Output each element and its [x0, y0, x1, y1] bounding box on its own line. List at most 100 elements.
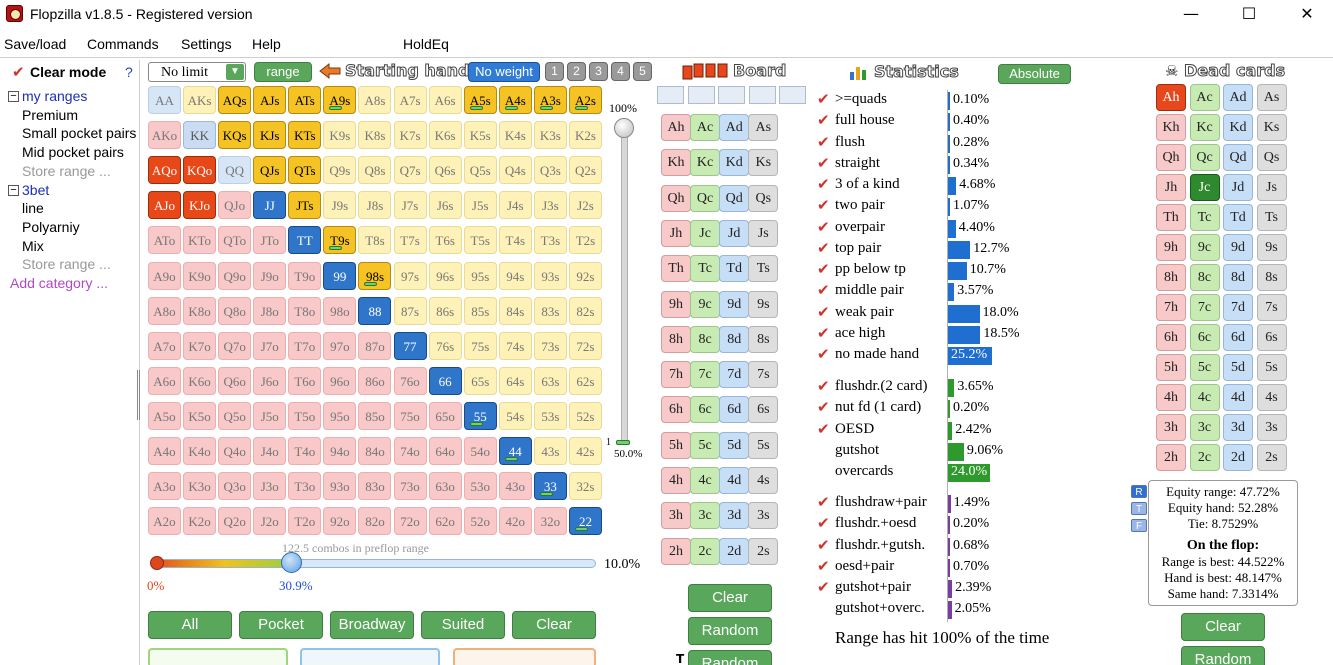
hand-cell-J7s[interactable]: J7s — [393, 191, 427, 220]
hand-cell-QQ[interactable]: QQ — [218, 156, 252, 185]
hand-cell-K2o[interactable]: K2o — [183, 507, 217, 536]
stat-row-ace-high[interactable]: ✔ ace high 18.5% — [817, 325, 1137, 345]
board-card-6s[interactable]: 6s — [748, 396, 779, 424]
hand-cell-54s[interactable]: 54s — [498, 401, 532, 430]
dead-card-3h[interactable]: 3h — [1156, 414, 1186, 441]
hand-cell-64s[interactable]: 64s — [498, 366, 532, 395]
broadway-button[interactable]: Broadway — [330, 611, 414, 639]
equity-mode-r[interactable]: R — [1131, 485, 1147, 498]
hand-cell-K8s[interactable]: K8s — [358, 121, 392, 150]
hand-cell-93o[interactable]: 93o — [323, 472, 357, 501]
dead-card-2c[interactable]: 2c — [1189, 444, 1220, 471]
dead-card-Ts[interactable]: Ts — [1256, 204, 1287, 231]
menu-save-load[interactable]: Save/load — [4, 36, 67, 52]
hand-cell-J2o[interactable]: J2o — [253, 507, 287, 536]
hand-cell-KTo[interactable]: KTo — [183, 226, 217, 255]
dead-card-8c[interactable]: 8c — [1189, 264, 1220, 291]
board-slot[interactable] — [718, 86, 745, 104]
dead-card-6d[interactable]: 6d — [1223, 324, 1253, 351]
limit-select[interactable]: No limit ▼ — [148, 62, 246, 82]
hand-cell-QJs[interactable]: QJs — [253, 156, 287, 185]
hand-cell-T6s[interactable]: T6s — [428, 226, 462, 255]
hand-cell-T9s[interactable]: T9s — [323, 226, 357, 255]
hand-cell-Q6o[interactable]: Q6o — [218, 366, 252, 395]
hand-cell-K5o[interactable]: K5o — [183, 401, 217, 430]
dead-card-Ac[interactable]: Ac — [1189, 84, 1220, 111]
dead-card-3s[interactable]: 3s — [1256, 414, 1287, 441]
hand-cell-A3s[interactable]: A3s — [533, 86, 567, 114]
maximize-button[interactable]: ☐ — [1241, 4, 1257, 23]
pocket-button[interactable]: Pocket — [239, 611, 323, 639]
board-card-7s[interactable]: 7s — [748, 361, 779, 389]
board-card-Qc[interactable]: Qc — [690, 184, 721, 212]
tree-item[interactable]: Store range ... — [22, 162, 111, 179]
hand-cell-Q5o[interactable]: Q5o — [218, 401, 252, 430]
hand-cell-AJs[interactable]: AJs — [253, 86, 287, 114]
hand-cell-88[interactable]: 88 — [358, 296, 392, 325]
stat-row-no-made-hand[interactable]: ✔ no made hand 25.2% — [817, 346, 1137, 366]
board-card-As[interactable]: As — [748, 114, 779, 141]
board-card-3c[interactable]: 3c — [690, 502, 721, 530]
check-icon[interactable]: ✔ — [817, 302, 830, 321]
check-icon[interactable]: ✔ — [817, 419, 830, 438]
hand-cell-J3o[interactable]: J3o — [253, 472, 287, 501]
hand-cell-KJs[interactable]: KJs — [253, 121, 287, 150]
hand-cell-Q6s[interactable]: Q6s — [428, 156, 462, 185]
hand-cell-62s[interactable]: 62s — [568, 366, 602, 395]
equity-mode-f[interactable]: F — [1131, 519, 1147, 532]
board-card-Qh[interactable]: Qh — [661, 184, 691, 212]
vertical-slider-thumb[interactable] — [614, 118, 634, 138]
hand-cell-86o[interactable]: 86o — [358, 366, 392, 395]
hand-cell-83s[interactable]: 83s — [533, 296, 567, 325]
stat-row-flushdr-gutsh-[interactable]: ✔ flushdr.+gutsh. 0.68% — [817, 537, 1137, 557]
all-button[interactable]: All — [148, 611, 232, 639]
hand-cell-55[interactable]: 55 — [463, 401, 497, 430]
board-slot[interactable] — [748, 86, 776, 104]
hand-cell-A4s[interactable]: A4s — [498, 86, 532, 114]
check-icon[interactable]: ✔ — [817, 196, 830, 215]
hand-cell-86s[interactable]: 86s — [428, 296, 462, 325]
hand-cell-43o[interactable]: 43o — [498, 472, 532, 501]
board-card-7c[interactable]: 7c — [690, 361, 721, 389]
hand-cell-Q2o[interactable]: Q2o — [218, 507, 252, 536]
board-random-button[interactable]: Random — [688, 617, 772, 645]
tree-item[interactable]: Premium — [22, 106, 79, 123]
board-card-8c[interactable]: 8c — [690, 325, 721, 353]
menu-help[interactable]: Help — [252, 36, 281, 52]
stat-row-flush[interactable]: ✔ flush 0.28% — [817, 134, 1137, 154]
dead-card-Jh[interactable]: Jh — [1156, 174, 1186, 201]
hand-cell-87s[interactable]: 87s — [393, 296, 427, 325]
check-icon[interactable]: ✔ — [817, 132, 830, 151]
stat-row-nut-fd-1-card-[interactable]: ✔ nut fd (1 card) 0.20% — [817, 399, 1137, 419]
hand-cell-42o[interactable]: 42o — [498, 507, 532, 536]
hand-cell-KTs[interactable]: KTs — [288, 121, 322, 150]
tree-item[interactable]: Add category ... — [10, 275, 109, 291]
hand-cell-AKo[interactable]: AKo — [148, 121, 181, 150]
board-card-Td[interactable]: Td — [719, 255, 750, 283]
hand-cell-K6o[interactable]: K6o — [183, 366, 217, 395]
board-card-5c[interactable]: 5c — [690, 431, 721, 459]
hand-cell-JJ[interactable]: JJ — [253, 191, 287, 220]
dead-card-Th[interactable]: Th — [1156, 204, 1186, 231]
stat-row-flushdr-2-card-[interactable]: ✔ flushdr.(2 card) 3.65% — [817, 378, 1137, 398]
hand-cell-A2s[interactable]: A2s — [568, 86, 602, 114]
board-card-Ts[interactable]: Ts — [748, 255, 779, 283]
hand-cell-K8o[interactable]: K8o — [183, 296, 217, 325]
stat-row-flushdr-oesd[interactable]: ✔ flushdr.+oesd 0.20% — [817, 515, 1137, 535]
hand-cell-AKs[interactable]: AKs — [183, 86, 217, 114]
hand-cell-KK[interactable]: KK — [183, 121, 217, 150]
hand-cell-JTo[interactable]: JTo — [253, 226, 287, 255]
hand-cell-Q4s[interactable]: Q4s — [498, 156, 532, 185]
tree-item[interactable]: Mid pocket pairs — [22, 144, 124, 161]
hand-cell-J8s[interactable]: J8s — [358, 191, 392, 220]
hand-cell-AA[interactable]: AA — [148, 86, 181, 114]
hand-cell-Q7s[interactable]: Q7s — [393, 156, 427, 185]
board-card-8h[interactable]: 8h — [661, 325, 691, 353]
clear-range-button[interactable]: Clear — [512, 611, 596, 639]
board-card-7h[interactable]: 7h — [661, 361, 691, 389]
dead-card-Qd[interactable]: Qd — [1223, 144, 1253, 171]
hand-cell-A6s[interactable]: A6s — [428, 86, 462, 114]
hand-cell-93s[interactable]: 93s — [533, 261, 567, 290]
hand-cell-32s[interactable]: 32s — [568, 472, 602, 501]
collapse-toggle-icon[interactable]: − — [8, 184, 19, 196]
